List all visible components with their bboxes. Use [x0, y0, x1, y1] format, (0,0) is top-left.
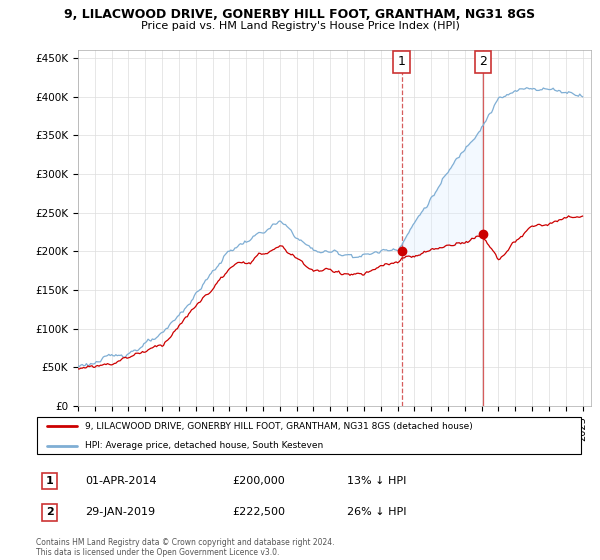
Text: 2: 2 [479, 55, 487, 68]
Text: 26% ↓ HPI: 26% ↓ HPI [347, 507, 407, 517]
Text: 2: 2 [46, 507, 53, 517]
Text: 29-JAN-2019: 29-JAN-2019 [85, 507, 155, 517]
FancyBboxPatch shape [37, 417, 581, 454]
Text: 1: 1 [46, 476, 53, 486]
Text: 9, LILACWOOD DRIVE, GONERBY HILL FOOT, GRANTHAM, NG31 8GS (detached house): 9, LILACWOOD DRIVE, GONERBY HILL FOOT, G… [85, 422, 473, 431]
Text: Price paid vs. HM Land Registry's House Price Index (HPI): Price paid vs. HM Land Registry's House … [140, 21, 460, 31]
Text: £200,000: £200,000 [233, 476, 286, 486]
Text: 9, LILACWOOD DRIVE, GONERBY HILL FOOT, GRANTHAM, NG31 8GS: 9, LILACWOOD DRIVE, GONERBY HILL FOOT, G… [64, 8, 536, 21]
Text: 01-APR-2014: 01-APR-2014 [85, 476, 157, 486]
Text: 1: 1 [398, 55, 406, 68]
Text: 13% ↓ HPI: 13% ↓ HPI [347, 476, 407, 486]
Text: £222,500: £222,500 [233, 507, 286, 517]
Text: HPI: Average price, detached house, South Kesteven: HPI: Average price, detached house, Sout… [85, 441, 323, 450]
Text: Contains HM Land Registry data © Crown copyright and database right 2024.
This d: Contains HM Land Registry data © Crown c… [36, 538, 335, 557]
